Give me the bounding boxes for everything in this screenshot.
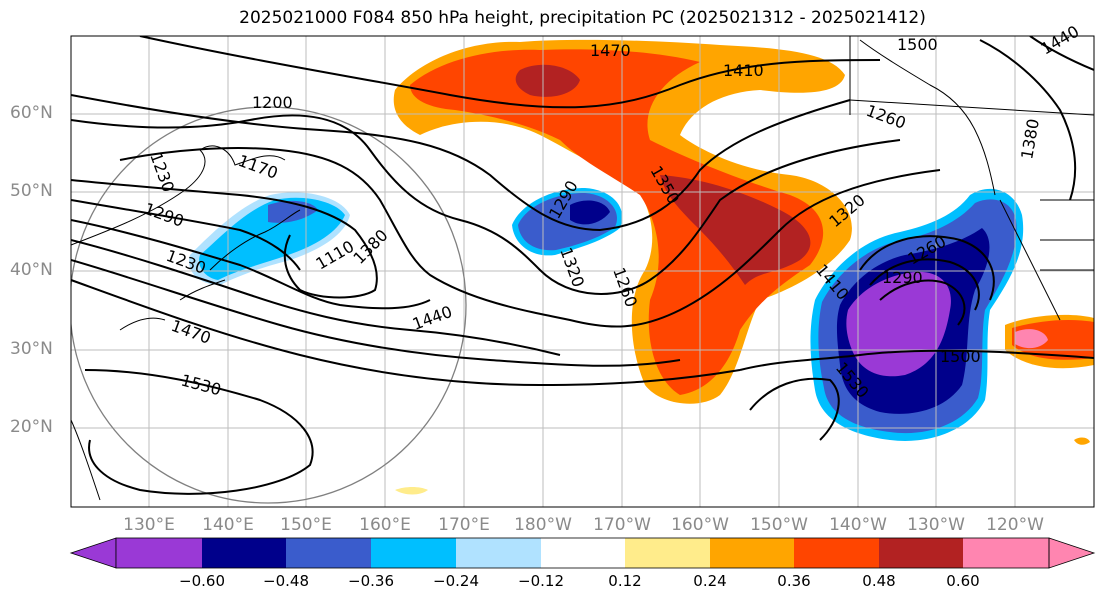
colorbar-bin <box>710 538 794 568</box>
colorbar-tick-label: −0.48 <box>263 572 309 590</box>
colorbar-bin <box>541 538 625 568</box>
contour-label: 1380 <box>1017 117 1043 160</box>
contour-label: 1500 <box>940 347 981 366</box>
lon-label: 120°W <box>986 515 1044 535</box>
precipitation-shading <box>189 39 1094 495</box>
colorbar-tick-label: −0.24 <box>433 572 479 590</box>
colorbar-bin <box>371 538 456 568</box>
lon-label: 150°E <box>280 515 332 535</box>
colorbar-bin <box>456 538 541 568</box>
colorbar-bin <box>963 538 1049 568</box>
colorbar-bin <box>879 538 963 568</box>
colorbar-tick-label: −0.12 <box>518 572 564 590</box>
lat-label: 40°N <box>10 260 53 280</box>
colorbar-extend-low <box>69 537 117 569</box>
colorbar-tick-label: −0.60 <box>179 572 225 590</box>
colorbar-bin <box>202 538 286 568</box>
coastlines <box>71 36 1094 501</box>
contour-label: 1260 <box>864 101 909 133</box>
colorbar-tick-label: 0.48 <box>862 572 896 590</box>
colorbar-tick-label: 0.36 <box>777 572 811 590</box>
lon-label: 130°W <box>907 515 965 535</box>
lon-label: 170°W <box>593 515 651 535</box>
contour-label: 1320 <box>556 245 588 290</box>
contour-label: 1500 <box>897 35 938 54</box>
map-frame <box>70 35 1095 508</box>
contour-label: 1470 <box>590 41 631 60</box>
colorbar-tick-label: 0.60 <box>946 572 980 590</box>
contour-label: 1260 <box>609 265 641 310</box>
lon-label: 150°W <box>750 515 808 535</box>
contour-label: 1440 <box>410 302 455 334</box>
lon-label: 160°W <box>671 515 729 535</box>
colorbar-tick-label: 0.24 <box>693 572 727 590</box>
colorbar-bin <box>286 538 371 568</box>
contour-label: 1290 <box>882 268 923 287</box>
range-circle <box>71 106 467 504</box>
colorbar-bin <box>794 538 879 568</box>
lat-label: 50°N <box>10 181 53 201</box>
map-title: 2025021000 F084 850 hPa height, precipit… <box>239 8 926 28</box>
colorbar-frame <box>115 537 1050 569</box>
lat-label: 30°N <box>10 339 53 359</box>
lat-label: 60°N <box>10 103 53 123</box>
contour-label: 1200 <box>252 93 293 112</box>
colorbar-bin <box>625 538 710 568</box>
contour-label: 1290 <box>142 199 187 231</box>
colorbar-extend-high <box>1048 537 1096 569</box>
colorbar-bin <box>116 538 202 568</box>
contour-label: 1530 <box>179 371 223 400</box>
lon-label: 140°W <box>829 515 887 535</box>
colorbar <box>69 537 1096 569</box>
lon-label: 130°E <box>123 515 175 535</box>
lon-label: 160°E <box>359 515 411 535</box>
lon-label: 140°E <box>202 515 254 535</box>
lon-label: 170°E <box>438 515 490 535</box>
height-contours <box>71 36 1094 495</box>
colorbar-tick-label: 0.12 <box>608 572 642 590</box>
contour-label: 1470 <box>169 316 214 348</box>
lat-label: 20°N <box>10 417 53 437</box>
contour-label: 1410 <box>723 61 764 80</box>
lon-label: 180°W <box>514 515 572 535</box>
colorbar-tick-label: −0.36 <box>348 572 394 590</box>
